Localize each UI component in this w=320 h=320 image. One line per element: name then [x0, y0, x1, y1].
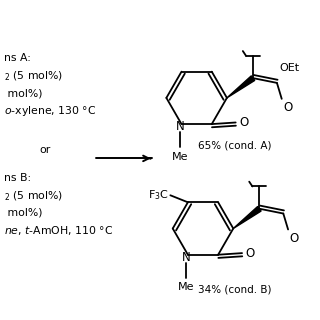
Text: O: O — [246, 247, 255, 260]
Text: N: N — [176, 120, 184, 133]
Text: $_2$ (5 mol%): $_2$ (5 mol%) — [4, 70, 63, 83]
Text: O: O — [283, 101, 292, 114]
Text: 34% (cond. B): 34% (cond. B) — [198, 284, 272, 294]
Text: $\it{o}$-xylene, 130 °C: $\it{o}$-xylene, 130 °C — [4, 104, 96, 118]
Text: ns A:: ns A: — [4, 53, 31, 63]
Text: ns B:: ns B: — [4, 172, 31, 182]
Text: Me: Me — [172, 152, 188, 162]
Text: O: O — [290, 232, 299, 245]
Polygon shape — [227, 76, 255, 98]
Text: or: or — [39, 146, 50, 156]
Text: mol%): mol%) — [4, 208, 42, 218]
Text: N: N — [182, 251, 191, 264]
Text: mol%): mol%) — [4, 88, 42, 98]
Text: OEt: OEt — [279, 63, 300, 73]
Text: $\it{ne}$, $\it{t}$-AmOH, 110 °C: $\it{ne}$, $\it{t}$-AmOH, 110 °C — [4, 224, 113, 237]
Text: $_2$ (5 mol%): $_2$ (5 mol%) — [4, 189, 63, 203]
Text: 65% (cond. A): 65% (cond. A) — [198, 141, 272, 151]
Text: O: O — [239, 116, 249, 129]
Polygon shape — [233, 206, 261, 228]
Text: F$_3$C: F$_3$C — [148, 188, 169, 202]
Text: Me: Me — [178, 283, 195, 292]
